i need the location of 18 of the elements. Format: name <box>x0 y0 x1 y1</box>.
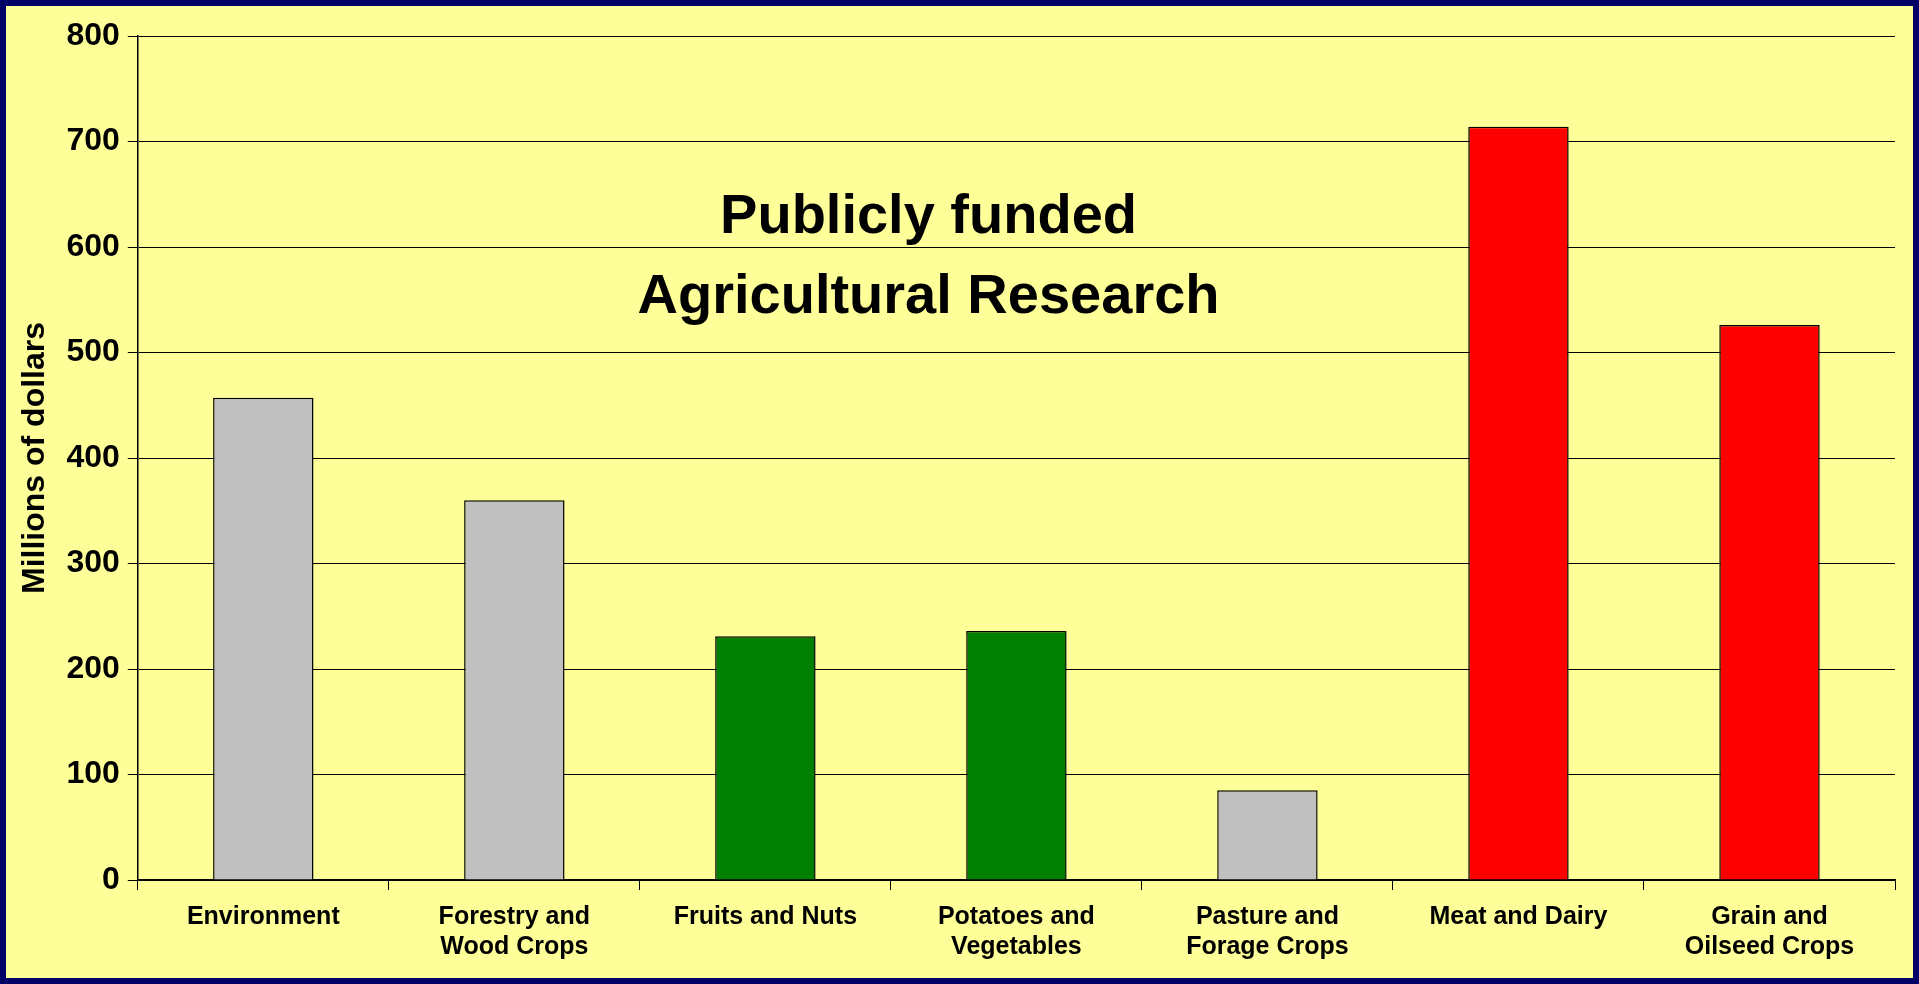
y-tick-label: 700 <box>66 121 120 158</box>
x-tick-label: Fruits and Nuts <box>673 900 858 929</box>
y-tick-label: 0 <box>101 859 120 896</box>
x-tick-label: Grain and Oilseed Crops <box>1684 900 1855 959</box>
x-tick-label: Forestry and Wood Crops <box>438 900 591 959</box>
y-tick-label: 800 <box>66 15 120 52</box>
y-tick-label: 400 <box>66 437 120 474</box>
y-axis-title: Millions of dollars <box>15 321 52 595</box>
y-tick-label: 200 <box>66 648 120 685</box>
text: Publicly funded Agricultural Research <box>637 182 1220 326</box>
y-tick-label: 600 <box>66 226 120 263</box>
x-tick-label: Meat and Dairy <box>1429 900 1608 929</box>
x-tick-label: Pasture and Forage Crops <box>1186 900 1349 959</box>
y-tick-label: 300 <box>66 543 120 580</box>
y-tick-label: 100 <box>66 754 120 791</box>
x-tick-label: Potatoes and Vegetables <box>937 900 1095 959</box>
y-tick-label: 500 <box>66 332 120 369</box>
x-tick-label: Environment <box>186 900 341 929</box>
